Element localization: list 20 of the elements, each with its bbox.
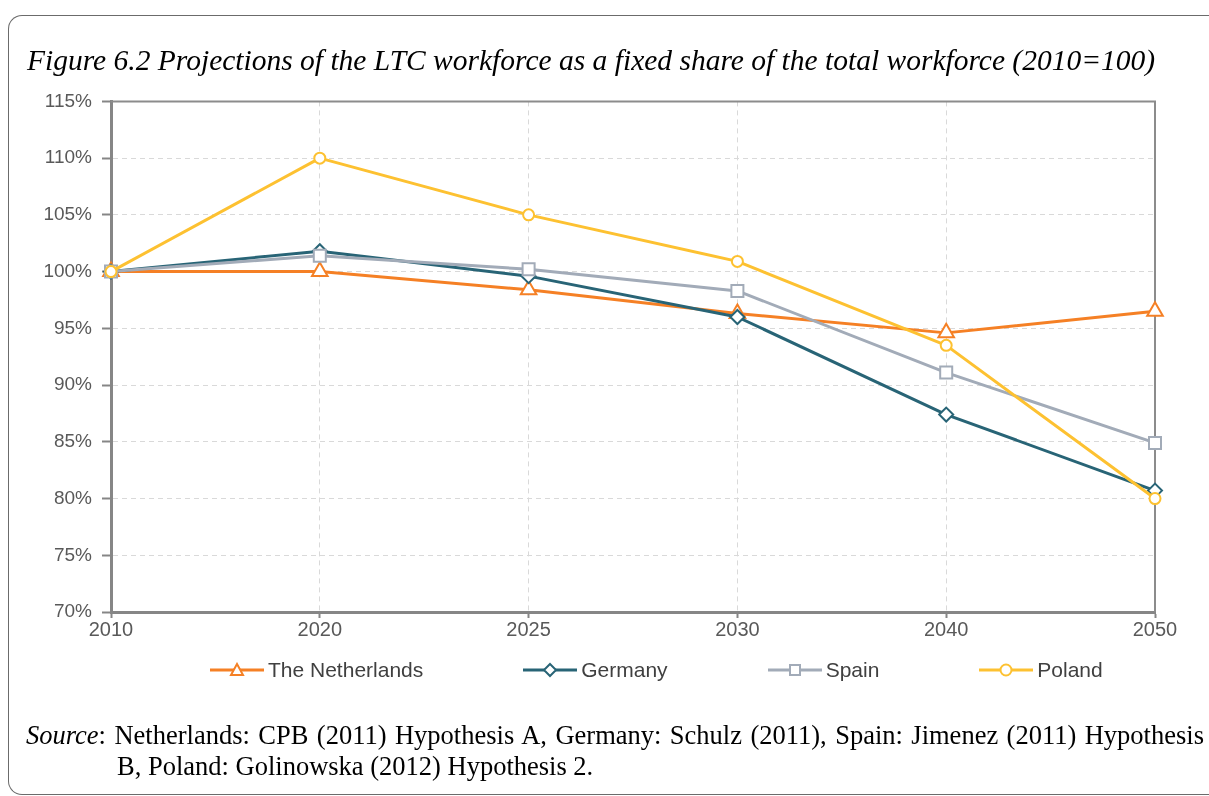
x-tick-label: 2025 bbox=[506, 617, 551, 640]
legend-label: Spain bbox=[825, 658, 880, 682]
x-tick-label: 2040 bbox=[923, 617, 969, 640]
y-tick-label: 80% bbox=[53, 486, 93, 508]
y-tick-label: 115% bbox=[44, 89, 93, 111]
y-tick-label: 90% bbox=[53, 373, 93, 395]
y-tick-label: 110% bbox=[44, 146, 93, 168]
x-tick-label: 2030 bbox=[715, 617, 760, 640]
y-tick-label: 75% bbox=[53, 543, 93, 565]
chart-title: Figure 6.2 Projections of the LTC workforce as a fixed share of the total workforce (2010=100) bbox=[27, 43, 1156, 78]
legend-label: The Netherlands bbox=[268, 658, 424, 682]
legend-label: Germany bbox=[581, 658, 668, 682]
x-tick-label: 2050 bbox=[1132, 617, 1178, 640]
x-tick-label: 2020 bbox=[297, 617, 343, 640]
y-tick-label: 95% bbox=[53, 316, 93, 338]
legend-label: Poland bbox=[1037, 658, 1103, 682]
source-note: Source: Netherlands: CPB (2011) Hypothesis A, Germany: Schulz (2011), Spain: Jimenez (2011) Hypothesis B, Poland: Golinowska (2012) Hypothesis 2. bbox=[26, 720, 1204, 781]
y-tick-label: 105% bbox=[43, 203, 93, 225]
y-tick-label: 85% bbox=[53, 430, 93, 452]
y-tick-label: 100% bbox=[43, 259, 93, 281]
